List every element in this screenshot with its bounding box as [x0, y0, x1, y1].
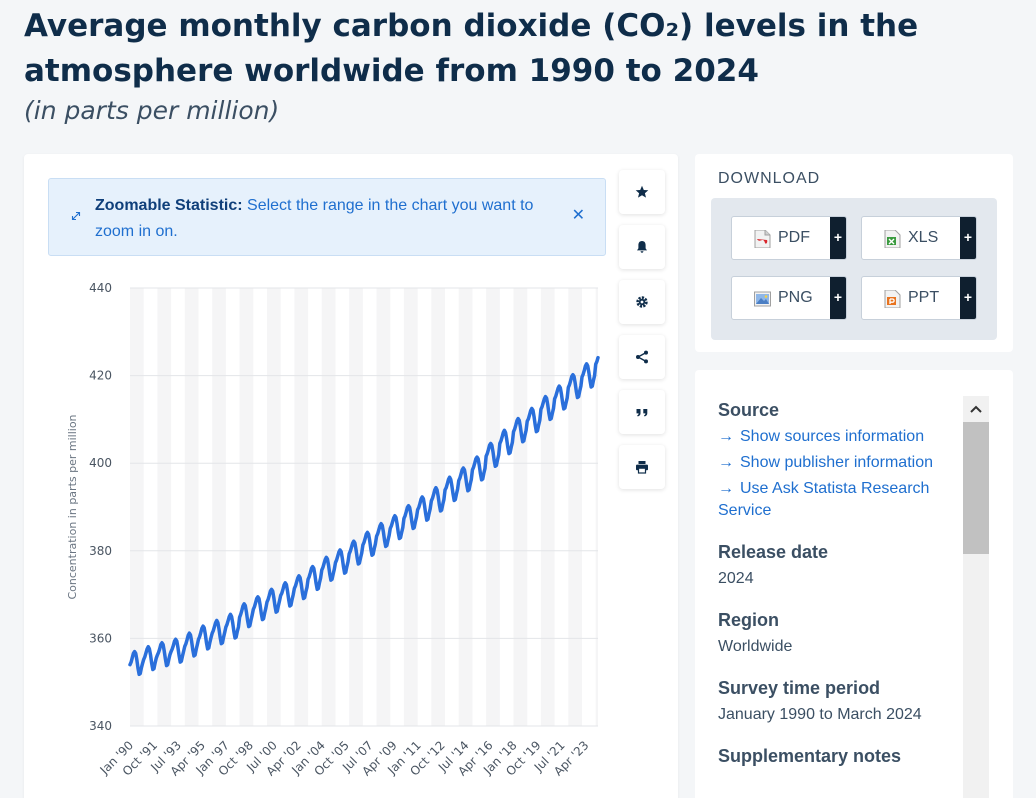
year-band: [212, 288, 226, 726]
zoom-notice-message: Select the range in the chart you want t…: [95, 197, 534, 240]
show-publisher-label: Show publisher information: [740, 454, 933, 471]
y-tick-label: 440: [89, 281, 112, 295]
show-publisher-link[interactable]: → Show publisher information: [718, 452, 948, 474]
download-xls-label: XLS: [908, 229, 939, 246]
page-title: Average monthly carbon dioxide (CO₂) lev…: [24, 8, 919, 89]
download-xls-plus[interactable]: +: [960, 217, 976, 259]
y-tick-label: 420: [89, 369, 112, 383]
year-band: [266, 288, 281, 726]
year-band: [349, 288, 363, 726]
survey-period-heading: Survey time period: [718, 678, 881, 698]
bell-icon: [637, 241, 647, 253]
year-band: [321, 288, 336, 726]
scrollbar-thumb[interactable]: [963, 422, 989, 554]
share-button[interactable]: [619, 335, 665, 379]
gear-icon: [636, 296, 648, 308]
y-tick-label: 340: [89, 719, 112, 733]
year-band: [157, 288, 172, 726]
arrow-right-icon: →: [718, 428, 734, 445]
release-date-section: Release date 2024: [718, 540, 948, 590]
download-pdf-label: PDF: [778, 229, 810, 246]
scroll-up-button[interactable]: [963, 396, 989, 422]
release-date-heading: Release date: [718, 542, 829, 562]
chart-card: Zoomable Statistic: Select the range in …: [24, 154, 678, 798]
co2-line-chart[interactable]: 340 360 380 400 420 440 Concentration in parts…: [24, 264, 624, 798]
download-ppt-plus[interactable]: +: [960, 277, 976, 319]
show-sources-link[interactable]: → Show sources information: [718, 426, 948, 448]
zoom-notice: Zoomable Statistic: Select the range in …: [48, 178, 606, 256]
supplementary-heading: Supplementary notes: [718, 746, 902, 766]
download-pdf-button[interactable]: PDF +: [731, 216, 847, 260]
ask-statista-link[interactable]: → Use Ask Statista Research Service: [718, 478, 948, 522]
release-date-value: 2024: [718, 570, 754, 587]
survey-period-value: January 1990 to March 2024: [718, 706, 922, 723]
zoom-notice-label: Zoomable Statistic:: [95, 197, 243, 214]
png-file-icon: [754, 291, 771, 307]
download-xls-button[interactable]: XLS +: [861, 216, 977, 260]
close-icon[interactable]: ✕: [571, 207, 585, 224]
ppt-file-icon: [884, 290, 901, 308]
quote-icon: [636, 409, 648, 417]
download-png-button[interactable]: PNG +: [731, 276, 847, 320]
year-band: [540, 288, 555, 726]
year-band: [239, 288, 254, 726]
info-scrollbar[interactable]: [963, 396, 989, 798]
expand-icon: [69, 209, 83, 223]
star-icon: [635, 185, 649, 198]
download-title: DOWNLOAD: [718, 170, 821, 187]
year-band: [568, 288, 583, 726]
region-section: Region Worldwide: [718, 608, 948, 658]
year-band: [595, 288, 598, 726]
survey-period-section: Survey time period January 1990 to March…: [718, 676, 948, 726]
year-band: [513, 288, 528, 726]
supplementary-section: Supplementary notes: [718, 744, 948, 768]
y-tick-label: 400: [89, 456, 112, 470]
statistic-info-content: Source → Show sources information → Show p…: [718, 398, 948, 786]
year-band: [294, 288, 309, 726]
ask-statista-label: Use Ask Statista Research Service: [718, 480, 930, 519]
xls-file-icon: [884, 230, 901, 248]
chevron-up-icon: [970, 405, 982, 413]
statistic-info-panel: Source → Show sources information → Show p…: [695, 370, 1013, 798]
download-png-label: PNG: [778, 289, 813, 306]
download-options: PDF + XLS + PNG + PPT +: [711, 198, 997, 340]
zoom-notice-text: Zoomable Statistic: Select the range in …: [95, 193, 565, 245]
print-icon: [636, 461, 648, 474]
pdf-file-icon: [754, 230, 771, 248]
y-axis-label: Concentration in parts per million: [66, 414, 79, 599]
download-pdf-plus[interactable]: +: [830, 217, 846, 259]
region-heading: Region: [718, 610, 779, 630]
region-value: Worldwide: [718, 638, 793, 655]
download-png-plus[interactable]: +: [830, 277, 846, 319]
year-band: [458, 288, 473, 726]
favorite-button[interactable]: [619, 170, 665, 214]
show-sources-label: Show sources information: [740, 428, 925, 445]
share-icon: [636, 350, 648, 364]
download-ppt-button[interactable]: PPT +: [861, 276, 977, 320]
notification-button[interactable]: [619, 225, 665, 269]
y-tick-label: 380: [89, 544, 112, 558]
year-band: [376, 288, 391, 726]
source-section: Source → Show sources information → Show p…: [718, 398, 948, 522]
year-band: [130, 288, 144, 726]
year-band: [486, 288, 500, 726]
download-ppt-label: PPT: [908, 289, 940, 306]
year-band: [184, 288, 199, 726]
print-button[interactable]: [619, 445, 665, 489]
arrow-right-icon: →: [718, 480, 734, 497]
y-tick-label: 360: [89, 631, 112, 645]
download-panel: DOWNLOAD PDF + XLS + PNG + PPT +: [695, 154, 1013, 352]
cite-button[interactable]: [619, 390, 665, 434]
source-heading: Source: [718, 400, 780, 420]
page-subtitle: (in parts per million): [24, 96, 280, 125]
arrow-right-icon: →: [718, 454, 734, 471]
settings-button[interactable]: [619, 280, 665, 324]
co2-series-line: [128, 355, 600, 677]
